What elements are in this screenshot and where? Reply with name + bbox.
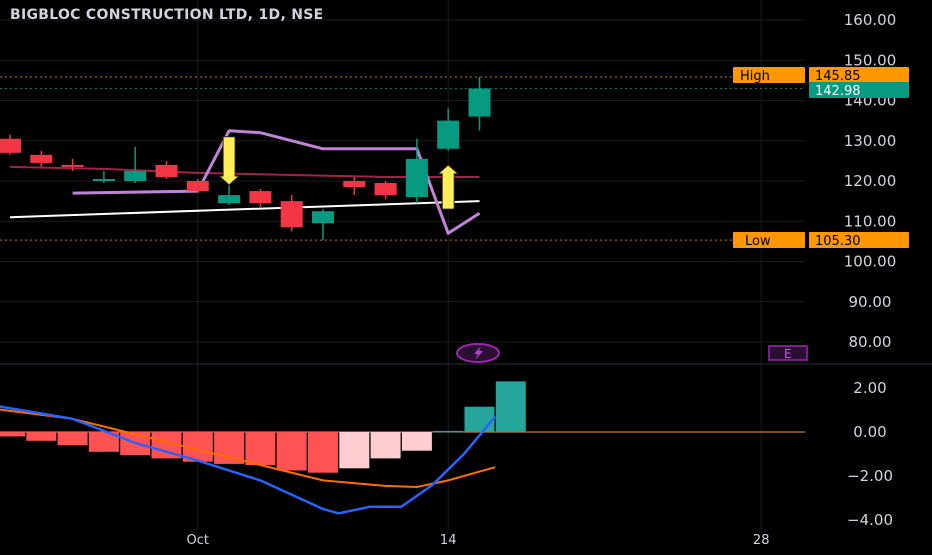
macd-tick-label: 2.00	[853, 379, 886, 397]
candle[interactable]	[343, 176, 366, 196]
trend-line	[9, 200, 480, 219]
candle[interactable]	[249, 189, 272, 208]
macd-histogram-bar	[308, 432, 338, 473]
price-tick-label: 120.00	[844, 172, 897, 190]
macd-histogram-bar	[88, 432, 119, 452]
candle-body	[61, 164, 84, 167]
low-label: Low	[745, 234, 771, 249]
candle-body	[312, 211, 334, 224]
candle-body	[186, 181, 209, 192]
price-tick-label: 100.00	[844, 253, 897, 271]
candle[interactable]	[218, 183, 241, 206]
macd-histogram-bar	[401, 432, 432, 451]
candle[interactable]	[280, 195, 303, 232]
candle[interactable]	[374, 181, 397, 200]
candle[interactable]	[155, 160, 178, 179]
price-axis[interactable]: 160.00150.00140.00130.00120.00110.00100.…	[844, 11, 897, 529]
low-badge: Low 105.30	[733, 232, 909, 249]
candle-body	[280, 201, 303, 228]
macd-histogram-bar	[214, 432, 245, 464]
high-value: 145.85	[815, 69, 861, 84]
macd-tick-label: −2.00	[847, 467, 893, 485]
candle-body	[218, 195, 241, 204]
candle-body	[405, 158, 428, 198]
candle[interactable]	[124, 146, 147, 184]
candle[interactable]	[468, 76, 491, 131]
candle-body	[124, 170, 147, 181]
last-price-value: 142.98	[815, 84, 861, 99]
time-tick-label: 28	[753, 533, 770, 548]
price-tick-label: 90.00	[849, 293, 892, 311]
time-axis[interactable]: Oct 14 28	[187, 533, 770, 548]
candle-body	[249, 191, 272, 204]
candle[interactable]	[186, 178, 209, 194]
events-icon[interactable]: E	[768, 345, 808, 361]
macd-histogram-bar	[57, 432, 88, 446]
price-tick-label: 160.00	[844, 11, 897, 29]
arrow-shape	[217, 136, 241, 186]
sell-arrow-icon	[217, 136, 241, 186]
low-value: 105.30	[815, 234, 861, 249]
candle-body	[92, 178, 115, 181]
candle-body	[374, 183, 397, 196]
price-tick-label: 130.00	[844, 132, 897, 150]
price-tick-label: 80.00	[849, 333, 892, 351]
candle[interactable]	[92, 170, 115, 184]
macd-line	[0, 405, 497, 515]
candle[interactable]	[0, 134, 21, 155]
candle[interactable]	[61, 158, 84, 171]
moving-average-line	[9, 165, 480, 178]
macd-tick-label: −4.00	[847, 511, 893, 529]
price-tick-label: 110.00	[844, 212, 897, 230]
candle[interactable]	[312, 209, 334, 241]
time-tick-label: 14	[440, 533, 457, 548]
candle-body	[0, 138, 21, 153]
macd-histogram-bar	[276, 432, 307, 471]
candle-body	[468, 88, 491, 117]
lightning-icon[interactable]	[456, 343, 500, 363]
candle[interactable]	[30, 150, 53, 167]
macd-histogram-bar	[495, 381, 526, 432]
macd-histogram-bar	[464, 406, 495, 432]
buy-arrow-icon	[436, 164, 460, 210]
macd-histogram-bar	[0, 432, 25, 437]
macd-histogram-bar	[433, 430, 464, 433]
macd-histogram-bar	[339, 432, 370, 469]
candle[interactable]	[437, 108, 460, 151]
candle-body	[343, 181, 366, 188]
macd-histogram-bar	[245, 432, 276, 465]
arrow-shape	[436, 164, 460, 210]
events-label: E	[784, 347, 792, 361]
time-tick-label: Oct	[187, 533, 209, 548]
candle[interactable]	[405, 138, 428, 204]
macd-tick-label: 0.00	[853, 423, 886, 441]
price-pane[interactable]	[0, 76, 805, 241]
chart-title: BIGBLOC CONSTRUCTION LTD, 1D, NSE	[10, 7, 324, 23]
high-label: High	[740, 69, 770, 84]
candle-body	[30, 154, 53, 163]
price-tick-label: 150.00	[844, 51, 897, 69]
macd-pane[interactable]	[0, 381, 805, 515]
macd-histogram-bar	[370, 432, 401, 459]
grid	[0, 0, 932, 530]
candle-body	[437, 120, 460, 149]
last-price-badge: 142.98	[809, 82, 909, 99]
candle-body	[155, 164, 178, 177]
macd-histogram-bar	[26, 432, 57, 441]
high-badge: High 145.85	[733, 67, 909, 84]
